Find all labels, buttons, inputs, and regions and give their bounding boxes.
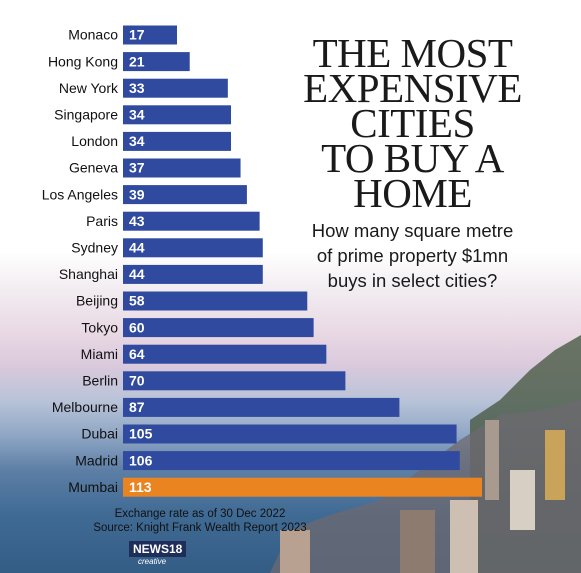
- bar: [123, 318, 314, 338]
- source: Source: Knight Frank Wealth Report 2023: [93, 522, 307, 534]
- category-label: Dubai: [81, 426, 118, 442]
- bar: [123, 451, 460, 471]
- value-label: 105: [129, 426, 153, 442]
- value-label: 34: [129, 133, 145, 149]
- value-label: 43: [129, 213, 145, 229]
- bar: [123, 78, 228, 98]
- category-label: Monaco: [68, 27, 118, 43]
- note: Exchange rate as of 30 Dec 2022: [114, 508, 286, 520]
- bar: [123, 25, 178, 45]
- value-label: 37: [129, 160, 145, 176]
- category-label: Geneva: [69, 160, 118, 176]
- category-label: Paris: [86, 213, 118, 229]
- category-label: Tokyo: [81, 319, 118, 335]
- bar: [123, 344, 327, 364]
- bar: [123, 238, 263, 258]
- value-label: 106: [129, 452, 153, 468]
- category-label: Singapore: [54, 107, 118, 123]
- city-silhouette: [270, 335, 581, 573]
- value-label: 33: [129, 80, 145, 96]
- bar: [123, 397, 400, 417]
- category-label: Miami: [81, 346, 118, 362]
- value-label: 60: [129, 319, 145, 335]
- title: THE MOST EXPENSIVE CITIES TO BUY A HOME: [303, 30, 522, 216]
- value-label: 34: [129, 107, 145, 123]
- category-label: London: [71, 133, 118, 149]
- bar: [123, 477, 482, 497]
- value-label: 39: [129, 186, 145, 202]
- value-label: 21: [129, 53, 145, 69]
- category-label: Los Angeles: [42, 186, 118, 202]
- category-label: Sydney: [71, 240, 118, 256]
- value-label: 44: [129, 240, 145, 256]
- bar: [123, 424, 457, 444]
- bar: [123, 105, 232, 125]
- bar: [123, 185, 247, 205]
- logo-sub: creative: [138, 557, 167, 566]
- bar: [123, 158, 241, 178]
- logo: NEWS18: [129, 541, 187, 557]
- bar: [123, 291, 308, 311]
- bar: [123, 211, 260, 231]
- value-label: 70: [129, 373, 145, 389]
- category-label: Mumbai: [68, 479, 118, 495]
- bar: [123, 52, 190, 72]
- value-label: 87: [129, 399, 145, 415]
- value-label: 58: [129, 293, 145, 309]
- category-label: Hong Kong: [48, 53, 118, 69]
- bar: [123, 264, 263, 284]
- category-label: Shanghai: [59, 266, 118, 282]
- bar: [123, 371, 346, 391]
- category-label: New York: [59, 80, 119, 96]
- subtitle: How many square metre of prime property …: [311, 220, 514, 291]
- bar: [123, 131, 232, 151]
- value-label: 113: [129, 479, 152, 495]
- category-label: Berlin: [82, 373, 118, 389]
- value-label: 17: [129, 27, 145, 43]
- value-label: 44: [129, 266, 145, 282]
- value-label: 64: [129, 346, 145, 362]
- category-label: Madrid: [75, 452, 118, 468]
- category-label: Beijing: [76, 293, 118, 309]
- category-label: Melbourne: [52, 399, 118, 415]
